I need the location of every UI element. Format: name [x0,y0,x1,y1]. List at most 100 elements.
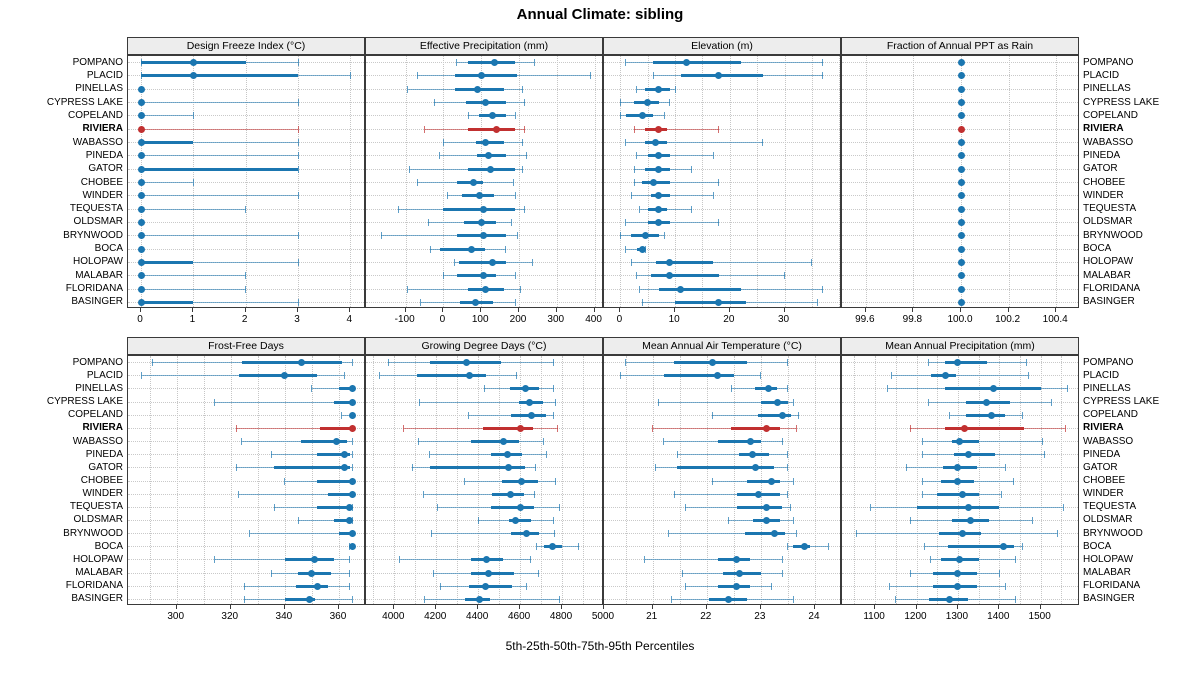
median-dot [348,530,356,538]
median-dot [768,477,776,485]
whisker-cap-5th [270,569,272,577]
whisker-line [668,533,797,535]
whisker-cap-95th [1027,372,1029,380]
row-guide [128,221,364,223]
whisker-cap-5th [787,543,789,551]
axis-tick [813,605,815,609]
median-dot [311,556,319,564]
whisker-cap-95th [525,582,527,590]
median-dot [957,192,965,200]
whisker-cap-95th [1013,477,1015,485]
median-dot [733,582,741,590]
gridline-vertical [230,356,232,604]
gridline-vertical [1019,356,1021,604]
station-label-right: GATOR [1083,163,1118,175]
panel-plot-8 [841,355,1079,605]
whisker-line [677,454,788,456]
whisker-cap-95th [245,285,247,293]
station-label-right: FLORIDANA [1083,283,1141,295]
whisker-cap-95th [524,205,526,213]
iqr-bar [951,440,979,444]
iqr-bar [945,426,1025,430]
whisker-cap-5th [855,530,857,538]
median-dot [652,139,660,147]
whisker-cap-5th [930,556,932,564]
station-label-left: RIVIERA [82,123,123,135]
whisker-cap-95th [535,464,537,472]
gridline-vertical [1040,356,1042,604]
gridline-vertical [176,356,178,604]
median-dot [765,385,773,393]
row-guide [604,182,840,183]
whisker-cap-95th [790,503,792,511]
median-dot [348,398,356,406]
median-dot [549,543,557,551]
iqr-bar [650,274,719,278]
whisker-cap-5th [417,438,419,446]
whisker-cap-95th [512,179,514,186]
whisker-line [141,102,298,104]
whisker-cap-5th [922,490,924,498]
median-dot [487,165,495,173]
median-dot [749,451,757,459]
whisker-cap-95th [349,582,351,590]
page-title: Annual Climate: sibling [516,6,684,23]
whisker-line [214,401,353,403]
median-dot [762,503,770,511]
gridline-vertical [787,356,789,604]
axis-tick [912,308,914,312]
whisker-cap-95th [663,112,665,120]
axis-tick-label: 4800 [549,611,573,622]
whisker-cap-95th [343,372,345,380]
whisker-cap-95th [297,125,299,133]
axis-tick [555,308,557,312]
median-dot [957,59,965,67]
whisker-cap-95th [531,258,533,266]
axis-tick [783,308,785,312]
whisker-cap-5th [424,595,426,603]
median-dot [956,438,964,446]
median-dot [655,218,663,226]
whisker-cap-5th [235,464,237,472]
whisker-cap-95th [557,424,559,432]
axis-tick [477,605,479,609]
axis-tick-label: 5000 [591,611,615,622]
whisker-cap-95th [297,139,299,147]
whisker-cap-5th [711,411,713,419]
station-label-left: CHOBEE [80,176,123,188]
station-label-left: BRYNWOOD [63,527,123,539]
gridline-vertical [556,56,558,307]
whisker-cap-5th [652,424,654,432]
iqr-bar [475,141,504,145]
axis-tick [1055,308,1057,312]
station-label-right: FLORIDANA [1083,580,1141,592]
whisker-cap-5th [423,490,425,498]
whisker-cap-95th [349,72,351,80]
whisker-line [274,506,353,508]
station-label-left: PINELLAS [75,382,123,394]
station-label-right: BRYNWOOD [1083,527,1143,539]
median-dot [482,582,490,590]
whisker-cap-5th [468,411,470,419]
whisker-cap-95th [998,569,1000,577]
whisker-line [341,414,353,416]
station-label-left: BRYNWOOD [63,229,123,241]
whisker-cap-5th [633,165,635,173]
whisker-line [922,441,1043,443]
whisker-cap-5th [214,398,216,406]
median-dot [800,543,808,551]
whisker-cap-5th [657,398,659,406]
whisker-cap-5th [639,285,641,293]
median-dot [297,359,305,367]
station-label-left: PLACID [86,369,123,381]
axis-tick-label: -100 [394,314,415,325]
gridline-vertical [1061,356,1063,604]
iqr-bar [317,479,353,483]
median-dot [655,125,663,133]
iqr-bar [744,532,786,536]
axis-tick-label: 100 [471,314,489,325]
whisker-cap-5th [949,411,951,419]
station-label-right: MALABAR [1083,567,1131,579]
median-dot [137,112,145,120]
median-dot [137,298,145,306]
